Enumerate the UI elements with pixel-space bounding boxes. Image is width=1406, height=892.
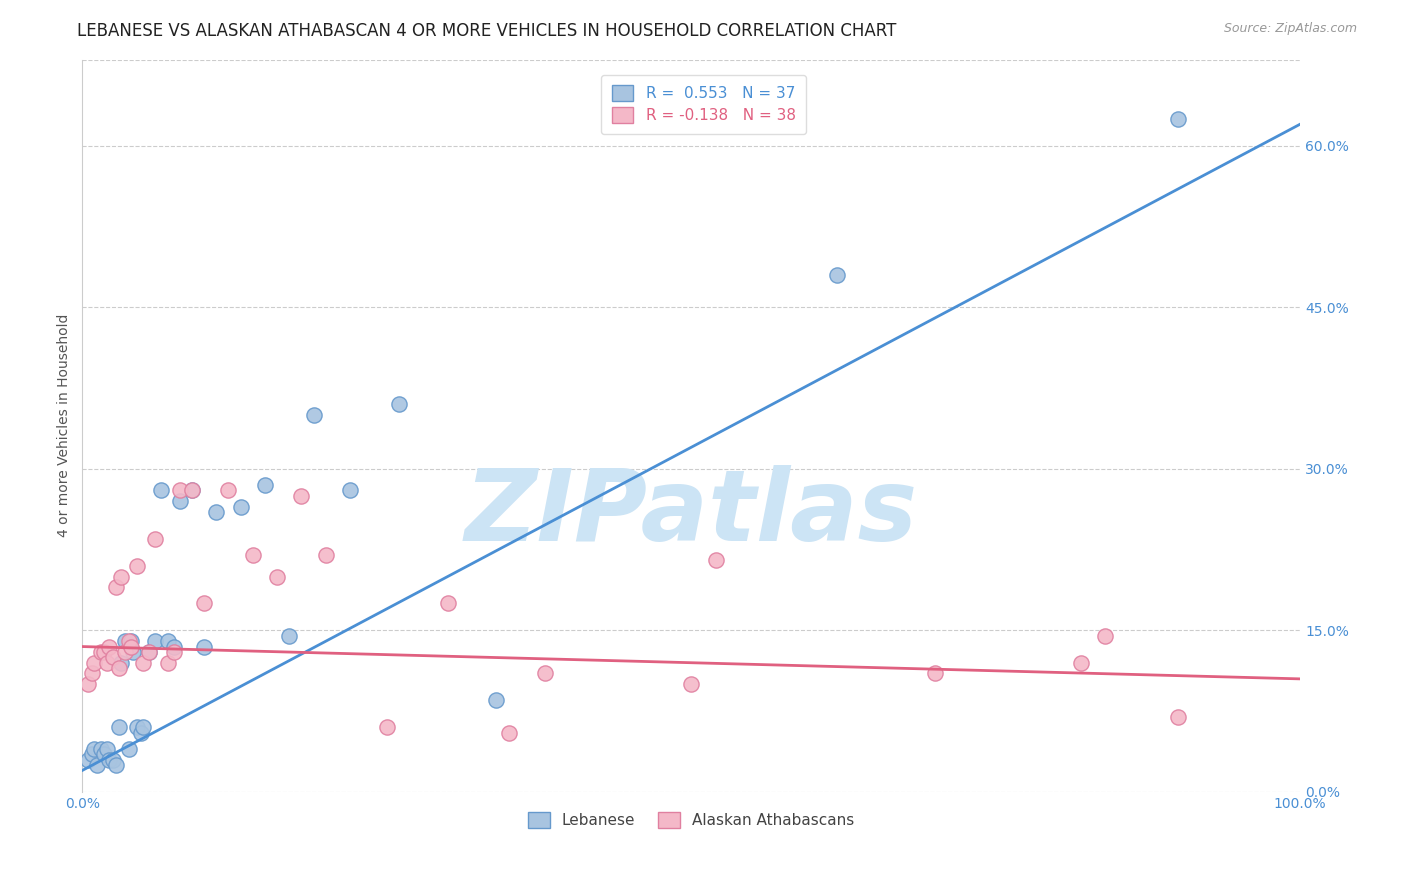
Point — [375, 720, 398, 734]
Point — [83, 742, 105, 756]
Point — [290, 489, 312, 503]
Point — [120, 634, 142, 648]
Text: Source: ZipAtlas.com: Source: ZipAtlas.com — [1223, 22, 1357, 36]
Point — [93, 645, 115, 659]
Point — [162, 640, 184, 654]
Point — [150, 483, 173, 498]
Point — [534, 666, 557, 681]
Point — [266, 569, 288, 583]
Point — [96, 742, 118, 756]
Point — [86, 758, 108, 772]
Point — [98, 753, 121, 767]
Point — [101, 650, 124, 665]
Point — [110, 656, 132, 670]
Point — [1167, 112, 1189, 126]
Point — [93, 747, 115, 762]
Point — [114, 634, 136, 648]
Point — [105, 580, 128, 594]
Point — [77, 677, 100, 691]
Point — [138, 645, 160, 659]
Legend: Lebanese, Alaskan Athabascans: Lebanese, Alaskan Athabascans — [520, 805, 862, 836]
Point — [114, 645, 136, 659]
Point — [105, 758, 128, 772]
Point — [339, 483, 361, 498]
Point — [388, 397, 411, 411]
Point — [205, 505, 228, 519]
Point — [101, 753, 124, 767]
Point — [90, 645, 112, 659]
Point — [315, 548, 337, 562]
Point — [229, 500, 252, 514]
Point — [77, 753, 100, 767]
Point — [90, 742, 112, 756]
Point — [143, 634, 166, 648]
Point — [704, 553, 727, 567]
Point — [129, 725, 152, 739]
Point — [217, 483, 239, 498]
Point — [108, 661, 131, 675]
Point — [138, 645, 160, 659]
Point — [117, 742, 139, 756]
Point — [127, 558, 149, 573]
Point — [143, 532, 166, 546]
Point — [162, 645, 184, 659]
Point — [132, 656, 155, 670]
Point — [80, 666, 103, 681]
Point — [96, 656, 118, 670]
Point — [193, 597, 215, 611]
Point — [169, 483, 191, 498]
Point — [278, 629, 301, 643]
Point — [80, 747, 103, 762]
Point — [1167, 709, 1189, 723]
Point — [117, 634, 139, 648]
Point — [436, 597, 458, 611]
Point — [180, 483, 202, 498]
Point — [132, 720, 155, 734]
Point — [122, 645, 145, 659]
Point — [156, 634, 179, 648]
Y-axis label: 4 or more Vehicles in Household: 4 or more Vehicles in Household — [58, 314, 72, 538]
Text: LEBANESE VS ALASKAN ATHABASCAN 4 OR MORE VEHICLES IN HOUSEHOLD CORRELATION CHART: LEBANESE VS ALASKAN ATHABASCAN 4 OR MORE… — [77, 22, 897, 40]
Point — [108, 720, 131, 734]
Point — [498, 725, 520, 739]
Point — [127, 720, 149, 734]
Point — [98, 640, 121, 654]
Point — [924, 666, 946, 681]
Point — [242, 548, 264, 562]
Point — [120, 640, 142, 654]
Point — [193, 640, 215, 654]
Point — [827, 268, 849, 282]
Point — [83, 656, 105, 670]
Point — [302, 408, 325, 422]
Text: ZIPatlas: ZIPatlas — [464, 465, 918, 562]
Point — [1070, 656, 1092, 670]
Point — [169, 494, 191, 508]
Point — [681, 677, 703, 691]
Point — [110, 569, 132, 583]
Point — [180, 483, 202, 498]
Point — [156, 656, 179, 670]
Point — [1094, 629, 1116, 643]
Point — [253, 478, 276, 492]
Point — [485, 693, 508, 707]
